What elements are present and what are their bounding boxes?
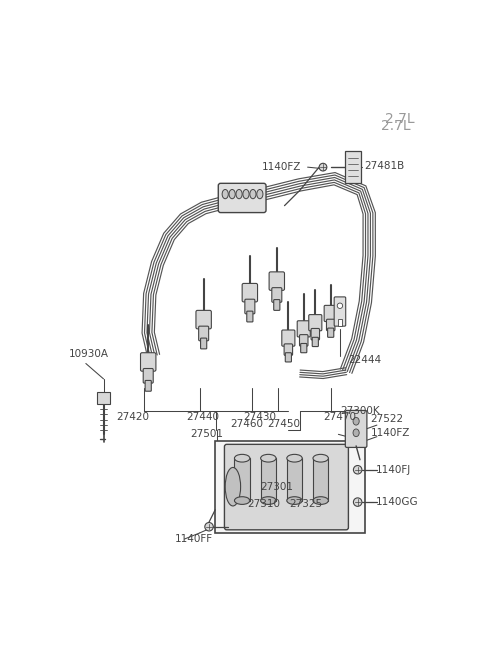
FancyBboxPatch shape xyxy=(201,338,207,349)
FancyBboxPatch shape xyxy=(324,305,337,322)
Text: 27300K: 27300K xyxy=(341,406,380,416)
Ellipse shape xyxy=(313,455,328,462)
Bar xyxy=(234,458,250,500)
Ellipse shape xyxy=(234,455,250,462)
Text: 27501: 27501 xyxy=(191,429,224,440)
FancyBboxPatch shape xyxy=(145,381,151,391)
Circle shape xyxy=(337,303,343,309)
Text: 1140GG: 1140GG xyxy=(375,497,418,507)
Ellipse shape xyxy=(229,189,235,198)
FancyBboxPatch shape xyxy=(300,335,308,346)
Ellipse shape xyxy=(225,468,240,506)
FancyBboxPatch shape xyxy=(242,284,258,302)
Text: 10930A: 10930A xyxy=(69,349,109,359)
FancyBboxPatch shape xyxy=(199,326,209,341)
Text: 27420: 27420 xyxy=(117,413,150,422)
Ellipse shape xyxy=(222,189,228,198)
Text: 27440: 27440 xyxy=(186,413,219,422)
FancyBboxPatch shape xyxy=(334,297,346,326)
FancyBboxPatch shape xyxy=(218,183,266,213)
Text: 27450: 27450 xyxy=(267,419,300,428)
Ellipse shape xyxy=(250,189,256,198)
Text: 1140FZ: 1140FZ xyxy=(371,428,410,438)
FancyBboxPatch shape xyxy=(345,151,361,183)
FancyBboxPatch shape xyxy=(300,343,307,353)
Text: 27522: 27522 xyxy=(371,414,404,424)
Ellipse shape xyxy=(236,189,242,198)
Text: 27301: 27301 xyxy=(260,481,293,492)
FancyBboxPatch shape xyxy=(247,311,253,322)
Text: 1140FZ: 1140FZ xyxy=(262,162,301,172)
Circle shape xyxy=(205,523,213,531)
FancyBboxPatch shape xyxy=(338,319,342,326)
Ellipse shape xyxy=(257,189,263,198)
Ellipse shape xyxy=(261,455,276,462)
Bar xyxy=(313,458,328,500)
Ellipse shape xyxy=(353,429,359,437)
Text: 27430: 27430 xyxy=(244,413,276,422)
FancyBboxPatch shape xyxy=(143,369,153,383)
Ellipse shape xyxy=(287,496,302,504)
Text: 27481B: 27481B xyxy=(364,160,404,170)
Ellipse shape xyxy=(287,455,302,462)
Text: 22444: 22444 xyxy=(348,354,382,365)
Bar xyxy=(287,458,302,500)
Text: 27470: 27470 xyxy=(323,413,356,422)
FancyBboxPatch shape xyxy=(269,272,285,290)
Text: 2.7L: 2.7L xyxy=(381,119,410,133)
FancyBboxPatch shape xyxy=(272,288,282,303)
FancyBboxPatch shape xyxy=(284,344,293,356)
FancyBboxPatch shape xyxy=(196,310,211,329)
FancyBboxPatch shape xyxy=(274,299,280,310)
Text: 1140FJ: 1140FJ xyxy=(375,465,410,475)
Circle shape xyxy=(353,498,362,506)
FancyBboxPatch shape xyxy=(311,328,320,340)
FancyBboxPatch shape xyxy=(328,328,334,337)
Ellipse shape xyxy=(261,496,276,504)
Ellipse shape xyxy=(234,496,250,504)
Bar xyxy=(261,458,276,500)
Ellipse shape xyxy=(313,496,328,504)
FancyBboxPatch shape xyxy=(282,330,295,346)
Text: 27310: 27310 xyxy=(248,498,280,509)
FancyBboxPatch shape xyxy=(225,444,348,530)
FancyBboxPatch shape xyxy=(141,353,156,371)
Ellipse shape xyxy=(353,417,359,425)
Text: 27460: 27460 xyxy=(230,419,264,428)
Bar xyxy=(215,441,365,533)
Text: 2.7L: 2.7L xyxy=(384,111,414,126)
FancyBboxPatch shape xyxy=(297,321,310,337)
Ellipse shape xyxy=(243,189,249,198)
FancyBboxPatch shape xyxy=(97,392,110,404)
FancyBboxPatch shape xyxy=(312,337,318,346)
Text: 27325: 27325 xyxy=(289,498,322,509)
FancyBboxPatch shape xyxy=(285,353,291,362)
FancyBboxPatch shape xyxy=(345,411,367,447)
Text: 1140FF: 1140FF xyxy=(175,534,213,544)
FancyBboxPatch shape xyxy=(309,314,322,331)
FancyBboxPatch shape xyxy=(326,319,335,331)
Circle shape xyxy=(353,466,362,474)
FancyBboxPatch shape xyxy=(245,299,255,314)
Circle shape xyxy=(319,163,327,171)
